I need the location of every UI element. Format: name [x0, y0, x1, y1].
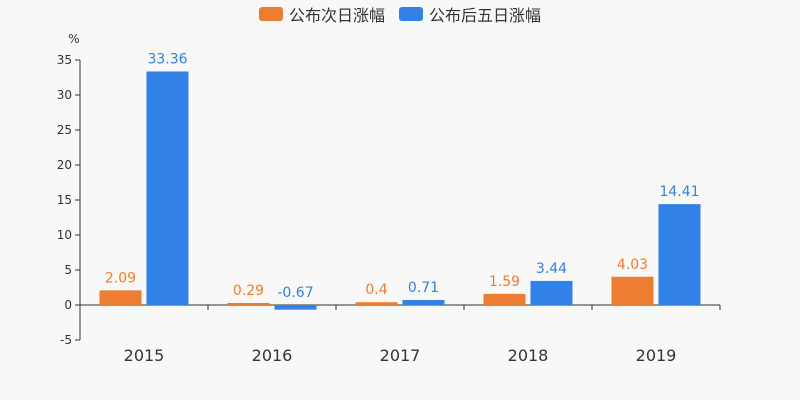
bar-2019-series-2[interactable] [658, 204, 701, 305]
legend-label-series-2: 公布后五日涨幅 [429, 6, 542, 25]
bar-2017-series-1[interactable] [355, 302, 398, 305]
legend-item-series-2[interactable]: 公布后五日涨幅 [399, 2, 541, 26]
data-label-2018-series-2: 3.44 [536, 261, 567, 277]
data-labels: 2.09 33.36 0.29 -0.67 0.4 0.71 1.59 3.44 4.03 14.… [105, 51, 700, 301]
data-label-2016-series-1: 0.29 [233, 283, 264, 299]
data-label-2018-series-1: 1.59 [489, 274, 520, 290]
bar-2019-series-1[interactable] [611, 276, 654, 305]
legend-label-series-1: 公布次日涨幅 [288, 6, 385, 25]
bar-2016-series-2[interactable] [274, 305, 317, 310]
y-tick-label: 30 [57, 88, 72, 102]
legend-swatch-series-1 [258, 7, 283, 21]
data-label-2016-series-2: -0.67 [277, 285, 313, 301]
x-tick-label-2018: 2018 [508, 346, 549, 365]
y-tick-label: 5 [64, 263, 72, 277]
x-tick-label-2015: 2015 [124, 346, 165, 365]
y-tick-label: 35 [57, 53, 72, 67]
legend: 公布次日涨幅 公布后五日涨幅 [0, 0, 800, 28]
bar-2015-series-2[interactable] [146, 71, 189, 305]
data-label-2015-series-1: 2.09 [105, 270, 136, 286]
legend-swatch-series-2 [399, 7, 423, 21]
y-tick-label: 10 [57, 228, 72, 242]
x-tick-label-2019: 2019 [636, 346, 677, 365]
x-tick-label-2017: 2017 [380, 346, 421, 365]
y-axis-unit-label: % [68, 32, 79, 46]
bar-2018-series-1[interactable] [483, 293, 526, 305]
y-tick-label: 25 [57, 123, 72, 137]
bar-2015-series-1[interactable] [99, 290, 142, 305]
data-label-2015-series-2: 33.36 [147, 51, 187, 67]
y-tick-label: -5 [60, 333, 72, 347]
bar-2016-series-1[interactable] [227, 302, 270, 305]
bars [99, 71, 701, 310]
y-tick-label: 20 [57, 158, 72, 172]
data-label-2017-series-2: 0.71 [408, 280, 439, 296]
bar-2017-series-2[interactable] [402, 300, 445, 305]
y-tick-label: 15 [57, 193, 72, 207]
data-label-2019-series-2: 14.41 [659, 184, 699, 200]
legend-item-series-1[interactable]: 公布次日涨幅 [258, 2, 385, 26]
data-label-2019-series-1: 4.03 [617, 257, 648, 273]
bar-2018-series-2[interactable] [530, 280, 573, 305]
y-tick-label: 0 [64, 298, 72, 312]
data-label-2017-series-1: 0.4 [365, 282, 387, 298]
x-tick-label-2016: 2016 [252, 346, 293, 365]
